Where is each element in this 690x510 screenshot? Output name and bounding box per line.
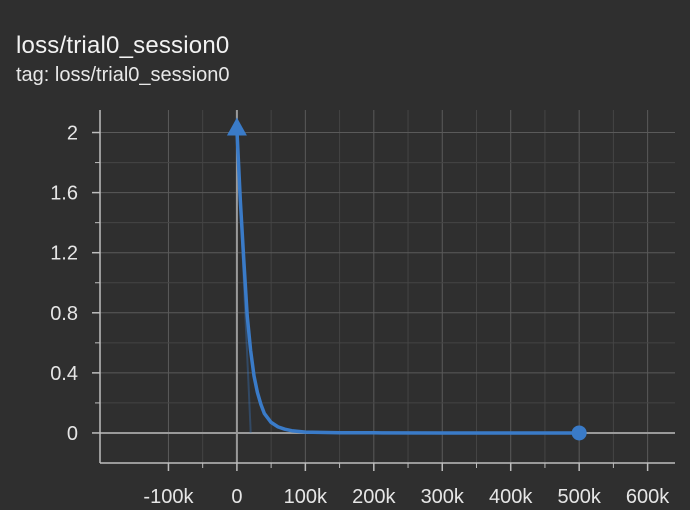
x-tick-label: 400k bbox=[489, 486, 533, 508]
y-tick-label: 2 bbox=[67, 123, 78, 145]
x-tick-label: 600k bbox=[626, 486, 670, 508]
y-tick-label: 0 bbox=[67, 423, 78, 445]
y-tick-label: 0.8 bbox=[50, 303, 78, 325]
y-tick-label: 0.4 bbox=[50, 363, 78, 385]
series-end-marker bbox=[571, 425, 587, 441]
series-layer bbox=[226, 117, 587, 441]
series-start-marker bbox=[226, 117, 247, 136]
y-tick-label: 1.2 bbox=[50, 243, 78, 265]
grid bbox=[100, 110, 675, 463]
x-tick-label: 100k bbox=[284, 486, 328, 508]
chart-tag: tag: loss/trial0_session0 bbox=[16, 64, 230, 86]
x-tick-label: 200k bbox=[352, 486, 396, 508]
tick-labels: 0 0.4 0.8 1.2 1.6 2 -100k 0 100k 200k 300k 400k 500k… bbox=[50, 123, 670, 508]
x-tick-label: 300k bbox=[421, 486, 465, 508]
x-tick-label: 0 bbox=[231, 486, 242, 508]
y-tick-label: 1.6 bbox=[50, 183, 78, 205]
chart-title: loss/trial0_session0 bbox=[16, 32, 230, 59]
x-tick-label: 500k bbox=[557, 486, 601, 508]
x-tick-label: -100k bbox=[143, 486, 194, 508]
axes bbox=[92, 110, 675, 471]
series-line bbox=[235, 127, 581, 435]
